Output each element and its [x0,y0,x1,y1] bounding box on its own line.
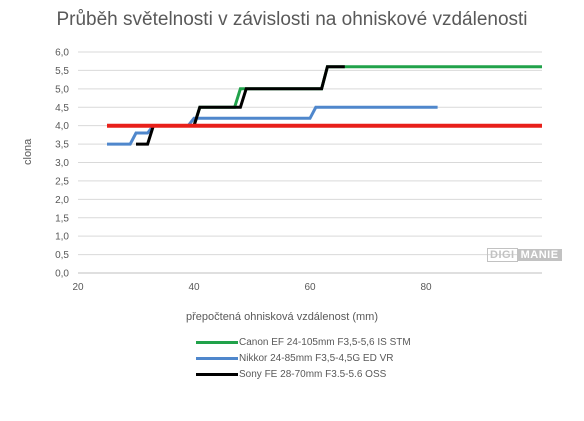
legend-swatch [196,356,238,360]
y-tick-label: 3,5 [55,140,69,151]
legend-swatch [196,372,238,376]
legend-item: Canon EF 24-105mm F3,5-5,6 IS STM [196,334,411,350]
x-axis-title: přepočtená ohnisková vzdálenost (mm) [186,311,378,323]
legend-label: Sony FE 28-70mm F3.5-5.6 OSS [239,368,387,380]
legend-label: Nikkor 24-85mm F3,5-4,5G ED VR [239,352,394,364]
x-tick-label: 20 [72,282,84,293]
y-tick-label: 2,0 [55,195,69,206]
y-tick-label: 0,5 [55,250,69,261]
x-tick-label: 60 [304,282,316,293]
logo-part-digi: DIGI [487,248,518,262]
y-axis-title: clona [22,138,34,165]
series-line [136,65,345,146]
legend-item: Sony FE 28-70mm F3.5-5.6 OSS [196,366,411,382]
y-tick-label: 2,5 [55,176,69,187]
y-tick-label: 5,5 [55,66,69,77]
legend-item: Nikkor 24-85mm F3,5-4,5G ED VR [196,350,411,366]
digimanie-logo: DIGI MANIE [487,248,562,262]
logo-part-manie: MANIE [517,249,562,261]
chart-title: Průběh světelnosti v závislosti na ohnis… [56,9,528,30]
y-tick-label: 6,0 [55,48,69,59]
y-tick-label: 1,0 [55,232,69,243]
y-tick-label: 4,5 [55,103,69,114]
legend-swatch [196,340,238,344]
y-tick-label: 1,5 [55,213,69,224]
x-tick-label: 80 [420,282,432,293]
y-tick-label: 5,0 [55,84,69,95]
legend: Canon EF 24-105mm F3,5-5,6 IS STM Nikkor … [196,334,411,382]
y-tick-label: 0,0 [55,269,69,280]
legend-label: Canon EF 24-105mm F3,5-5,6 IS STM [239,336,411,348]
y-tick-label: 3,0 [55,158,69,169]
y-tick-label: 4,0 [55,121,69,132]
x-tick-label: 40 [188,282,200,293]
